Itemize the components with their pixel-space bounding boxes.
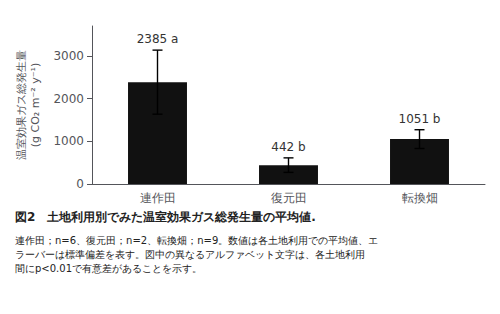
svg-text:温室効果ガス総発生量: 温室効果ガス総発生量 <box>15 50 28 160</box>
svg-text:442 b: 442 b <box>271 140 305 154</box>
svg-text:2000: 2000 <box>53 92 84 106</box>
svg-text:2385 a: 2385 a <box>137 32 179 46</box>
svg-text:ラーバーは標準偏差を表す。図中の異なるアルファベット文字は、: ラーバーは標準偏差を表す。図中の異なるアルファベット文字は、各土地利用 <box>15 249 365 260</box>
svg-text:転換畑: 転換畑 <box>402 191 438 205</box>
svg-text:3000: 3000 <box>53 49 84 63</box>
svg-text:1000: 1000 <box>53 134 84 148</box>
svg-text:(g CO₂ m⁻² y⁻¹): (g CO₂ m⁻² y⁻¹) <box>29 63 42 147</box>
svg-text:図2 土地利用別でみた温室効果ガス総発生量の平均値.: 図2 土地利用別でみた温室効果ガス総発生量の平均値. <box>15 210 316 224</box>
svg-text:連作田: 連作田 <box>140 191 176 205</box>
svg-text:復元田: 復元田 <box>271 191 307 205</box>
svg-text:1051 b: 1051 b <box>399 112 441 126</box>
svg-text:0: 0 <box>76 177 84 191</box>
svg-text:間にp<0.01で有意差があることを示す。: 間にp<0.01で有意差があることを示す。 <box>15 263 202 274</box>
svg-text:連作田；n=6、復元田；n=2、転換畑；n=9。数値は各土地: 連作田；n=6、復元田；n=2、転換畑；n=9。数値は各土地利用での平均値、エ <box>15 235 378 246</box>
